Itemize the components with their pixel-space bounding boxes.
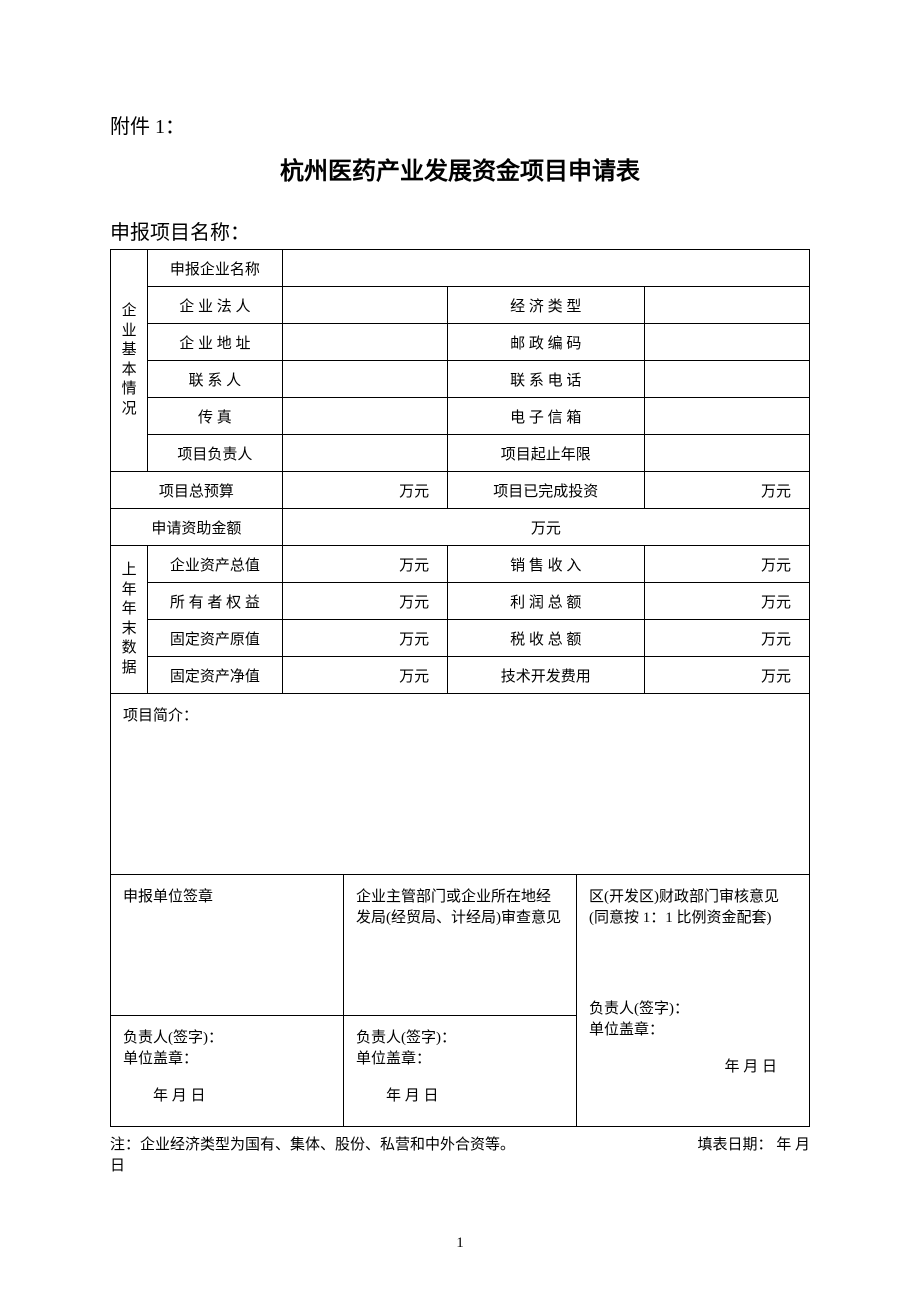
label-phone: 联 系 电 话 xyxy=(448,361,644,398)
label-assets-total: 企业资产总值 xyxy=(148,546,282,583)
label-address: 企 业 地 址 xyxy=(148,324,282,361)
label-legal-person: 企 业 法 人 xyxy=(148,287,282,324)
sig3-block: 区(开发区)财政部门审核意见(同意按 1：1 比例资金配套) 负责人(签字)： … xyxy=(577,875,810,1127)
signature-table: 申报单位签章 企业主管部门或企业所在地经发局(经贸局、计经局)审查意见 区(开发… xyxy=(110,875,810,1127)
value-assets-total: 万元 xyxy=(282,546,447,583)
value-rd-expense: 万元 xyxy=(644,657,809,694)
value-total-budget: 万元 xyxy=(282,472,447,509)
page-title: 杭州医药产业发展资金项目申请表 xyxy=(110,151,810,186)
value-proj-leader xyxy=(282,435,447,472)
fill-date-label: 填表日期： 年 月 xyxy=(697,1133,810,1154)
value-invested: 万元 xyxy=(644,472,809,509)
value-econ-type xyxy=(644,287,809,324)
label-total-budget: 项目总预算 xyxy=(111,472,283,509)
value-sales: 万元 xyxy=(644,546,809,583)
attachment-label: 附件 1： xyxy=(110,110,810,139)
footer-note-text: 注：企业经济类型为国有、集体、股份、私营和中外合资等。 xyxy=(110,1133,515,1154)
sig1-head: 申报单位签章 xyxy=(111,875,344,1016)
label-profit: 利 润 总 额 xyxy=(448,583,644,620)
section-basic-header: 企业基本情况 xyxy=(111,250,148,472)
label-tax: 税 收 总 额 xyxy=(448,620,644,657)
sig1-foot: 负责人(签字)： 单位盖章： 年 月 日 xyxy=(111,1016,344,1127)
value-contact xyxy=(282,361,447,398)
value-owner-equity: 万元 xyxy=(282,583,447,620)
value-proj-duration xyxy=(644,435,809,472)
label-contact: 联 系 人 xyxy=(148,361,282,398)
value-apply-amount: 万元 xyxy=(282,509,809,546)
value-company-name xyxy=(282,250,809,287)
sig2-head: 企业主管部门或企业所在地经发局(经贸局、计经局)审查意见 xyxy=(344,875,577,1016)
fill-date-day: 日 xyxy=(110,1154,810,1175)
value-phone xyxy=(644,361,809,398)
project-name-label: 申报项目名称： xyxy=(110,216,810,245)
label-fixed-orig: 固定资产原值 xyxy=(148,620,282,657)
label-fax: 传 真 xyxy=(148,398,282,435)
label-econ-type: 经 济 类 型 xyxy=(448,287,644,324)
value-tax: 万元 xyxy=(644,620,809,657)
label-owner-equity: 所 有 者 权 益 xyxy=(148,583,282,620)
label-rd-expense: 技术开发费用 xyxy=(448,657,644,694)
label-invested: 项目已完成投资 xyxy=(448,472,644,509)
label-company-name: 申报企业名称 xyxy=(148,250,282,287)
label-fixed-net: 固定资产净值 xyxy=(148,657,282,694)
label-proj-duration: 项目起止年限 xyxy=(448,435,644,472)
value-fixed-net: 万元 xyxy=(282,657,447,694)
value-profit: 万元 xyxy=(644,583,809,620)
sig2-foot: 负责人(签字)： 单位盖章： 年 月 日 xyxy=(344,1016,577,1127)
project-brief: 项目简介： xyxy=(111,694,810,875)
section-lastyear-header: 上年年末数据 xyxy=(111,546,148,694)
page-number: 1 xyxy=(110,1235,810,1252)
footer-note: 注：企业经济类型为国有、集体、股份、私营和中外合资等。 填表日期： 年 月 xyxy=(110,1133,810,1154)
value-legal-person xyxy=(282,287,447,324)
application-table: 企业基本情况 申报企业名称 企 业 法 人 经 济 类 型 企 业 地 址 邮 … xyxy=(110,249,810,875)
value-email xyxy=(644,398,809,435)
label-postcode: 邮 政 编 码 xyxy=(448,324,644,361)
value-postcode xyxy=(644,324,809,361)
label-apply-amount: 申请资助金额 xyxy=(111,509,283,546)
value-fax xyxy=(282,398,447,435)
label-email: 电 子 信 箱 xyxy=(448,398,644,435)
label-proj-leader: 项目负责人 xyxy=(148,435,282,472)
value-fixed-orig: 万元 xyxy=(282,620,447,657)
label-sales: 销 售 收 入 xyxy=(448,546,644,583)
value-address xyxy=(282,324,447,361)
